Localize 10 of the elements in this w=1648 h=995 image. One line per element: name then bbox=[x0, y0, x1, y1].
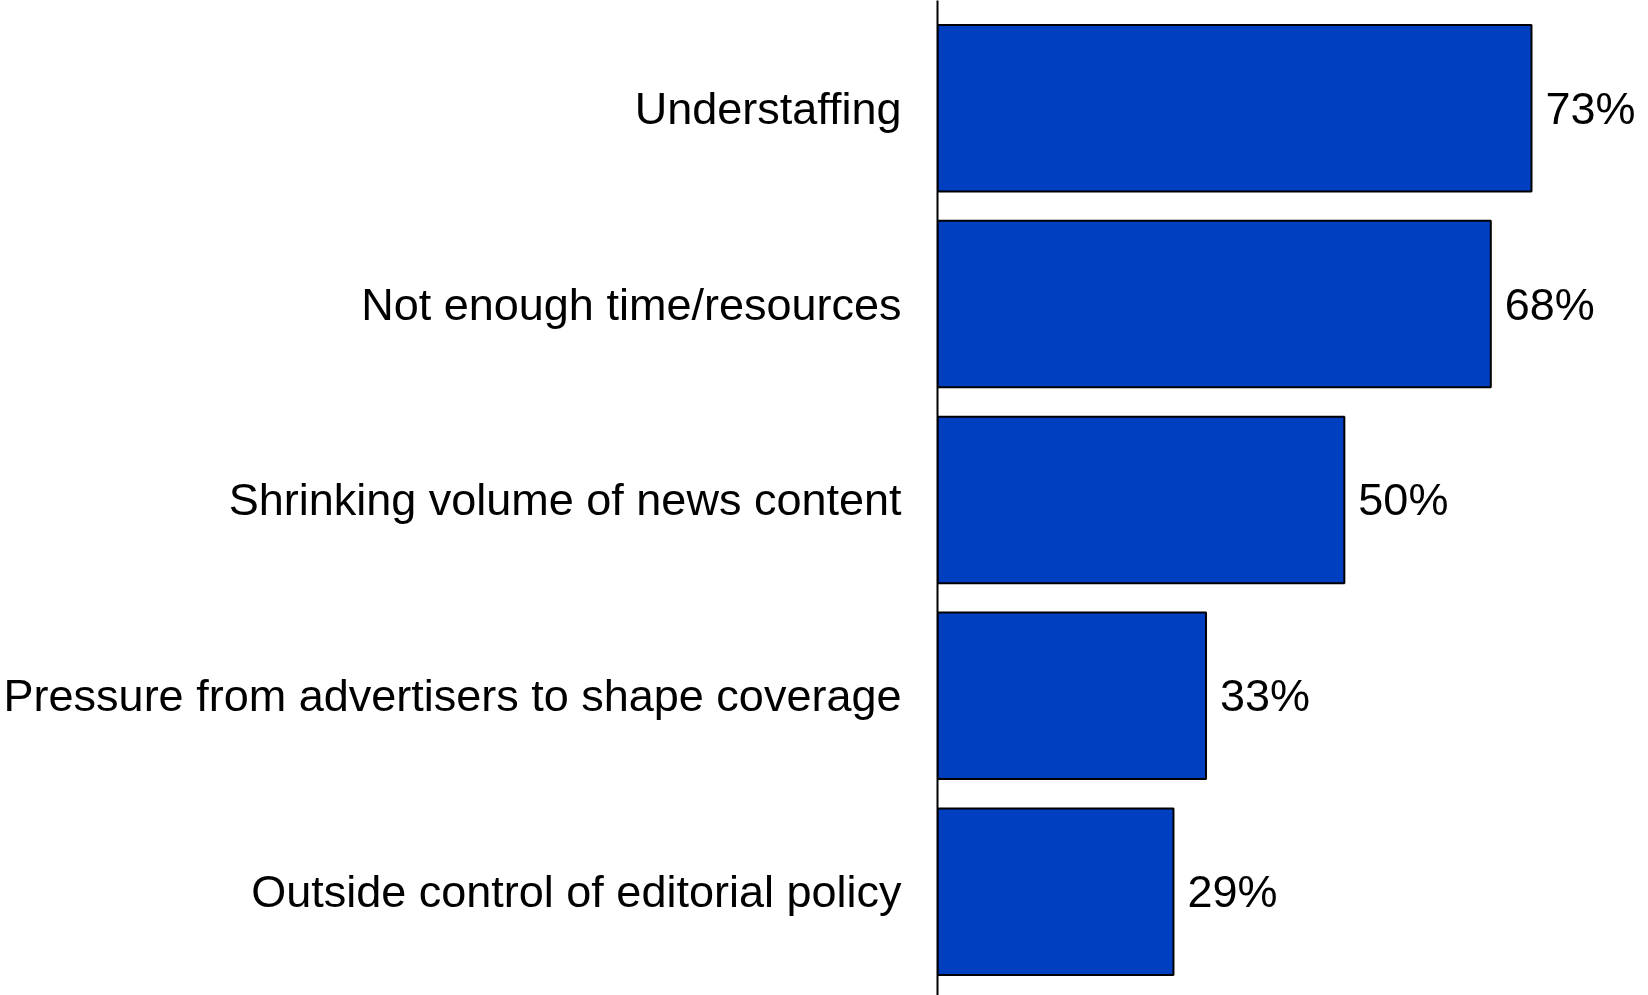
data-label: 50% bbox=[1358, 474, 1449, 526]
data-label: 33% bbox=[1220, 670, 1311, 722]
y-tick-label: Not enough time/resources bbox=[361, 278, 902, 330]
y-tick-label: Shrinking volume of news content bbox=[228, 474, 902, 526]
data-label: 73% bbox=[1545, 82, 1636, 134]
data-label: 29% bbox=[1187, 866, 1278, 918]
y-tick-label: Pressure from advertisers to shape coverage bbox=[3, 670, 902, 722]
y-tick-label: Understaffing bbox=[634, 82, 902, 134]
data-label: 68% bbox=[1504, 278, 1595, 330]
y-tick-label: Outside control of editorial policy bbox=[251, 866, 902, 918]
